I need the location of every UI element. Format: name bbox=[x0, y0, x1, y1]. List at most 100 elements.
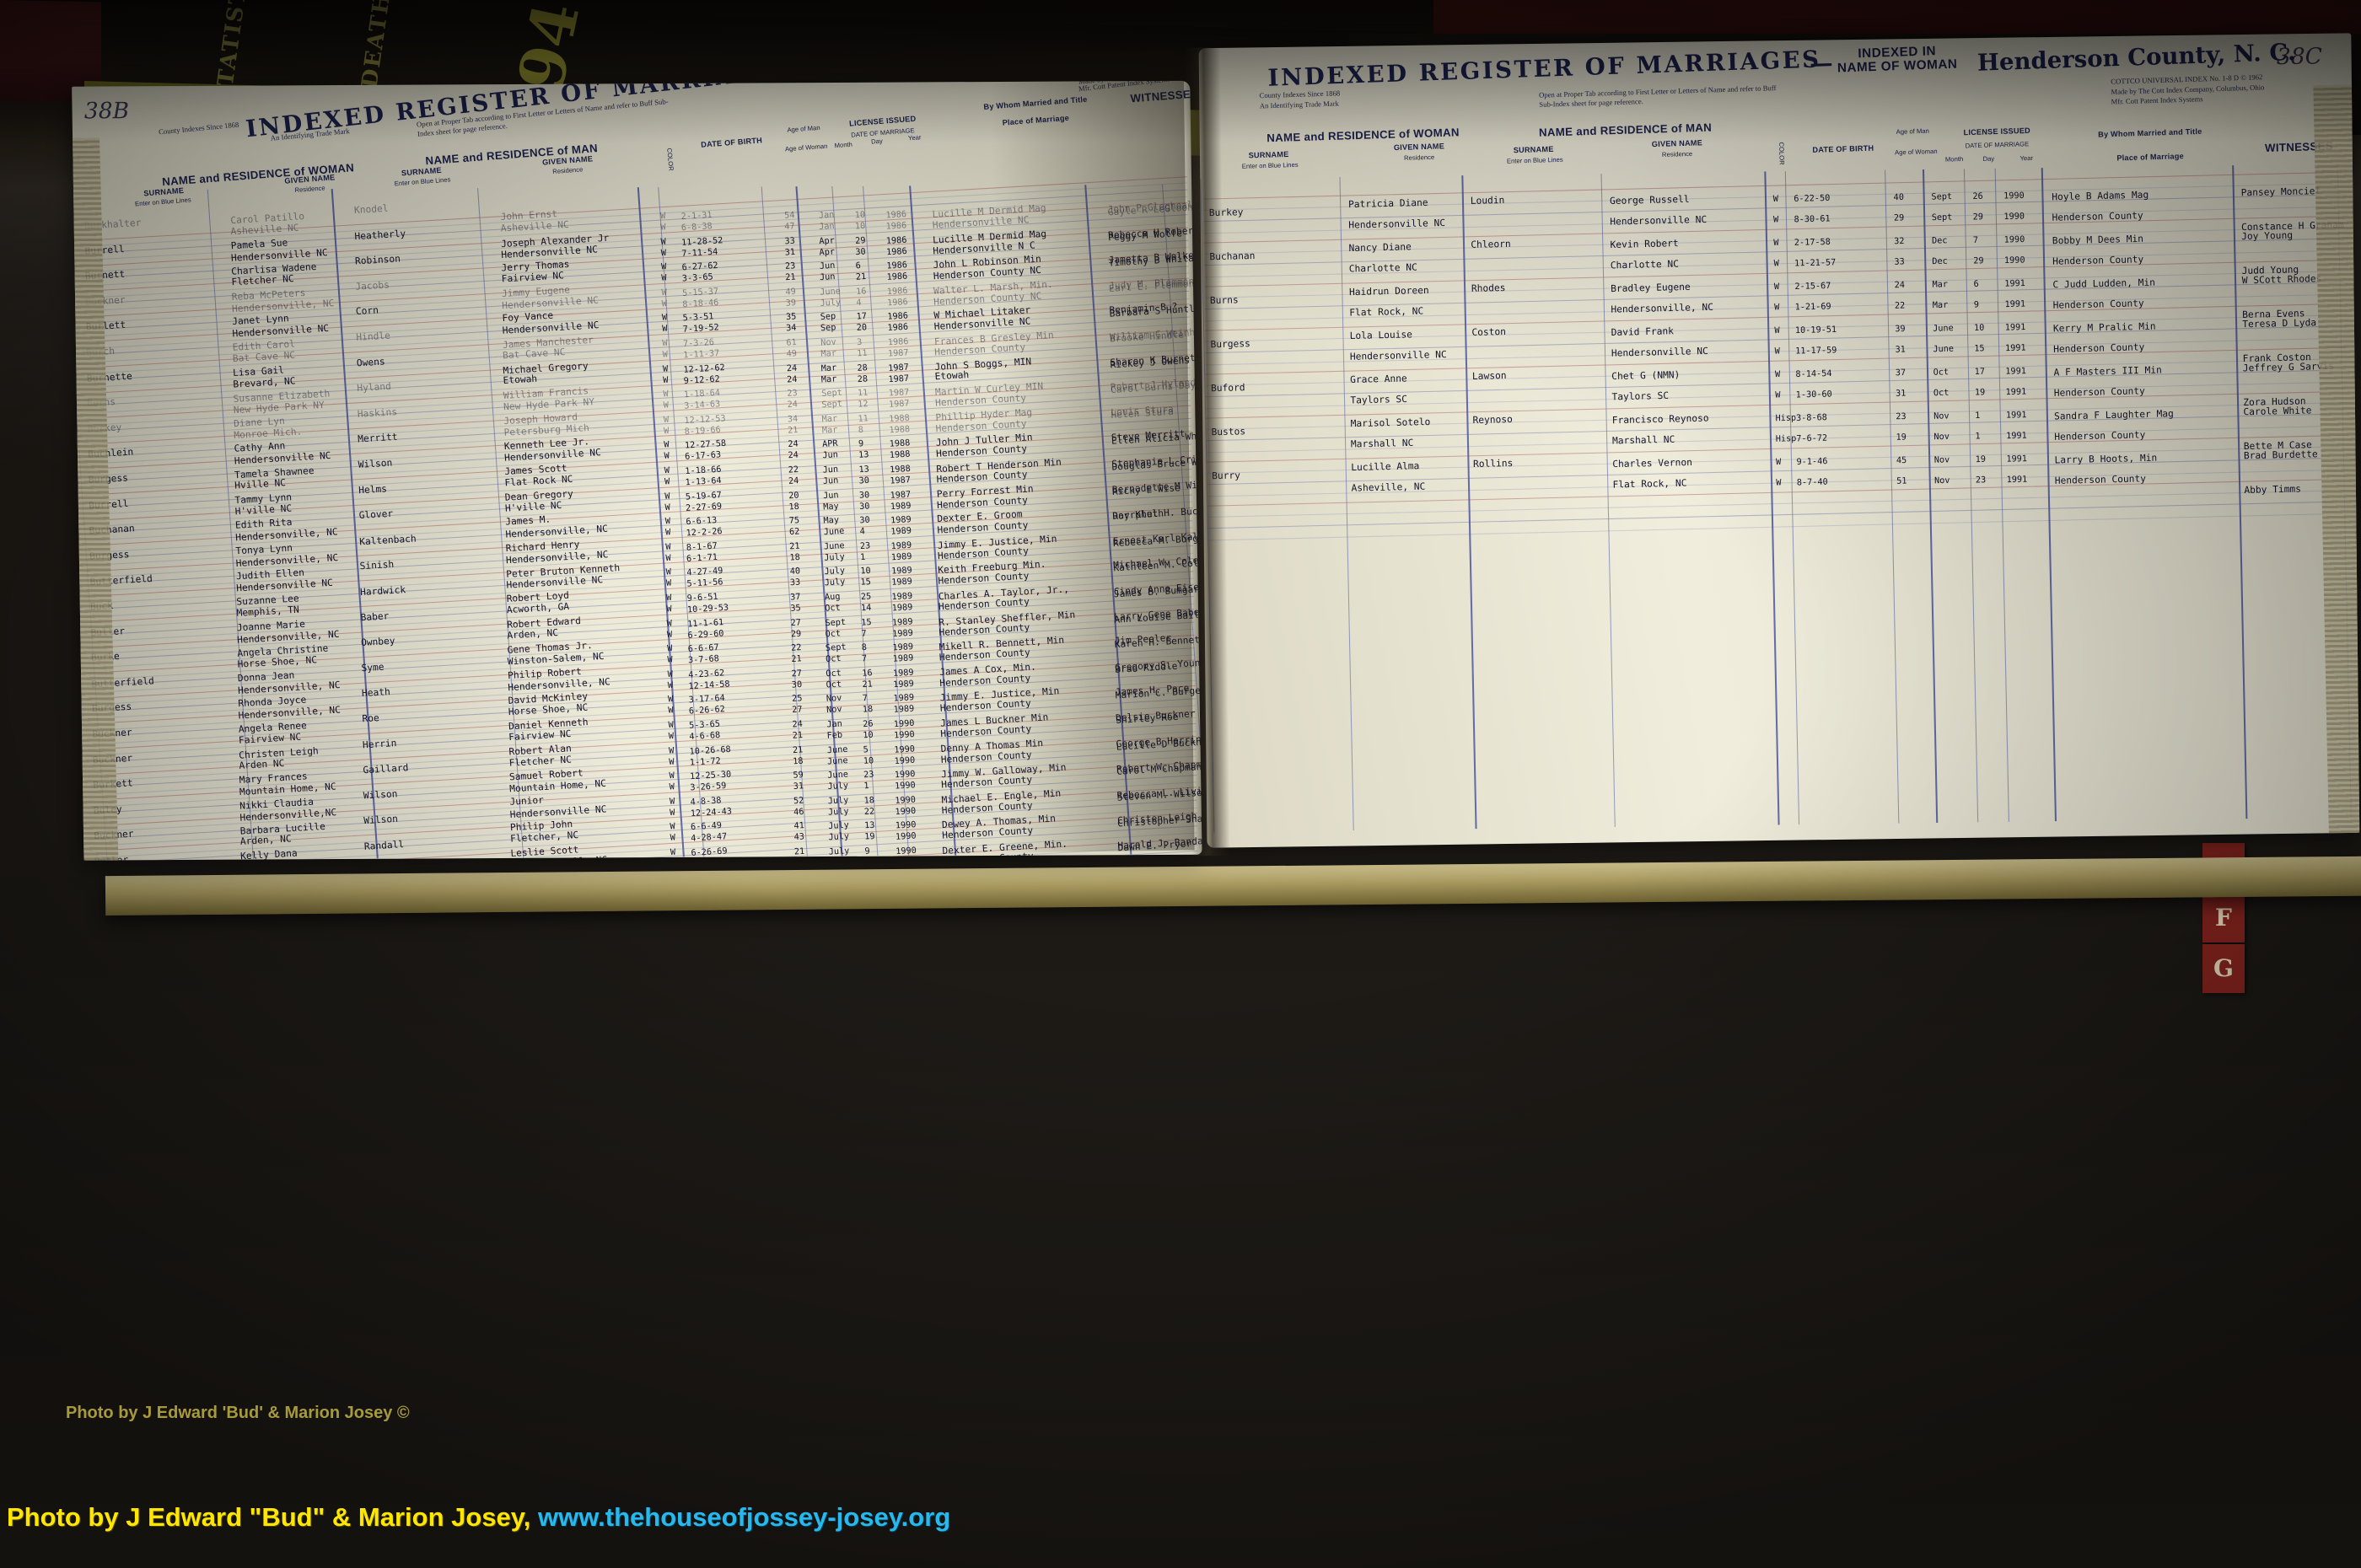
cell-marriage-year: 1987 bbox=[887, 348, 910, 359]
cell-man-surname: Jacobs bbox=[354, 279, 390, 293]
cell-man-surname: Knodel bbox=[353, 202, 389, 217]
cell-dob-man: 1-18-66 bbox=[685, 464, 722, 477]
cell-license-day: 5 bbox=[863, 744, 869, 755]
left-col-color: COLOR bbox=[665, 147, 675, 171]
index-tab-g[interactable]: G bbox=[2202, 944, 2245, 993]
cell-license-year: 1991 bbox=[2006, 454, 2028, 464]
cell-officiant: John S Boggs, MIN bbox=[934, 355, 1032, 373]
cell-place-of-marriage: Henderson County bbox=[2053, 385, 2145, 399]
cell-license-day: 10 bbox=[1973, 323, 1985, 334]
cell-place-of-marriage: Henderson County bbox=[2052, 254, 2144, 267]
cell-license-year: 1989 bbox=[891, 591, 913, 603]
cell-license-year: 1988 bbox=[888, 413, 911, 425]
cell-woman-residence: Charlotte NC bbox=[1348, 261, 1417, 275]
cell-color-man: W bbox=[660, 262, 667, 272]
cell-marriage-year: 1988 bbox=[889, 449, 911, 461]
cell-dob-man: 2-1-31 bbox=[680, 210, 713, 223]
cell-age-woman: 21 bbox=[787, 425, 799, 436]
cell-license-month: July bbox=[828, 846, 850, 857]
right-col-year: Year bbox=[2019, 153, 2034, 163]
cell-man-residence: Bat Cave NC bbox=[502, 346, 566, 362]
cell-dob-man: 6-6-67 bbox=[687, 642, 719, 655]
cell-age-woman: 51 bbox=[1896, 476, 1907, 486]
cell-license-day: 9 bbox=[858, 439, 864, 449]
cell-license-year: 1986 bbox=[887, 336, 909, 348]
cell-license-day: 16 bbox=[861, 668, 873, 679]
cell-age-woman: 33 bbox=[1894, 257, 1905, 267]
index-tab-f[interactable]: F bbox=[2202, 894, 2245, 942]
cell-dob-woman: 3-26-59 bbox=[690, 781, 727, 793]
cell-license-day: 7 bbox=[862, 694, 869, 704]
cell-dob-woman: 7-11-54 bbox=[681, 247, 718, 259]
cell-color-woman: W bbox=[1772, 215, 1779, 225]
cell-license-day: 28 bbox=[857, 362, 869, 373]
cell-license-year: 1988 bbox=[889, 438, 911, 450]
cell-dob-man: 10-26-68 bbox=[689, 744, 732, 757]
cell-marriage-day: 12 bbox=[857, 400, 869, 410]
cell-marriage-year: 1988 bbox=[889, 424, 911, 436]
cell-man-surname: Haskins bbox=[357, 405, 398, 420]
cell-marriage-month: Mar bbox=[1932, 300, 1949, 311]
cell-license-month: Sept bbox=[825, 617, 847, 628]
cell-dob-woman: 12-14-58 bbox=[688, 679, 730, 692]
cell-license-day: 19 bbox=[1975, 454, 1987, 465]
cell-marriage-month: Dec bbox=[1932, 256, 1948, 267]
cell-color-woman: W bbox=[668, 731, 675, 742]
cell-officiant: Hoyle B Adams Mag bbox=[2052, 189, 2149, 203]
cell-dob-man: 4-27-49 bbox=[686, 567, 723, 578]
cell-dob-man: 6-27-62 bbox=[681, 260, 719, 273]
cell-marriage-month: Feb bbox=[826, 730, 843, 741]
cell-marriage-year: 1989 bbox=[890, 526, 912, 538]
watermark-url[interactable]: www.thehouseofjossey-josey.org bbox=[537, 1502, 951, 1532]
cell-age-woman: 24 bbox=[788, 476, 799, 486]
cell-color-man: W bbox=[664, 465, 670, 476]
cell-marriage-year: 1987 bbox=[888, 399, 910, 411]
cell-man-surname: Robinson bbox=[354, 253, 401, 267]
cell-dob-man: 9-6-51 bbox=[686, 592, 719, 604]
cell-age-man: 59 bbox=[793, 771, 804, 781]
cell-marriage-day: 4 bbox=[859, 527, 866, 537]
cell-marriage-month: Jun bbox=[819, 272, 836, 283]
cell-man-residence: Horse Shoe, NC bbox=[508, 701, 589, 718]
cell-marriage-day: 10 bbox=[863, 730, 874, 741]
cell-man-residence: Arden, NC bbox=[506, 626, 559, 642]
cell-witness-2: Dawn E. Pryor bbox=[1117, 838, 1192, 854]
cell-license-day: 30 bbox=[858, 490, 870, 501]
cell-dob-woman: 5-11-56 bbox=[686, 577, 723, 590]
cell-woman-given: Marisol Sotelo bbox=[1350, 416, 1431, 430]
cell-license-day: 11 bbox=[858, 413, 869, 424]
cell-marriage-year: 1989 bbox=[892, 679, 915, 690]
cell-man-residence: Flat Rock, NC bbox=[1612, 477, 1687, 491]
cell-dob-woman: 6-8-38 bbox=[680, 222, 713, 234]
cell-marriage-year: 1990 bbox=[895, 831, 917, 843]
cell-man-surname: Hindle bbox=[355, 330, 391, 343]
right-col-man-surname: SURNAME bbox=[1513, 144, 1554, 155]
cell-dob-man: 11-28-52 bbox=[680, 235, 723, 248]
cell-marriage-day: 4 bbox=[856, 298, 862, 309]
cell-marriage-day: 7 bbox=[861, 628, 868, 639]
cell-age-man: 21 bbox=[792, 744, 804, 755]
cell-place-of-marriage: Henderson County bbox=[2052, 298, 2144, 311]
cell-dob-man: 6-22-50 bbox=[1794, 193, 1831, 204]
cell-color-man: Hisp bbox=[1775, 413, 1797, 424]
cell-age-man: 24 bbox=[788, 439, 799, 450]
cell-man-given: George Russell bbox=[1609, 193, 1690, 207]
book-bottom-edge bbox=[105, 856, 2361, 916]
cell-license-year: 1986 bbox=[885, 209, 907, 221]
right-col-man-given: GIVEN NAME bbox=[1651, 138, 1703, 149]
cell-age-woman: 29 bbox=[1893, 213, 1905, 223]
cell-dob-woman: 10-29-53 bbox=[686, 603, 729, 615]
cell-age-woman: 21 bbox=[792, 730, 804, 741]
right-col-man-given-sub: Residence bbox=[1661, 149, 1693, 159]
cell-age-man: 22 bbox=[790, 643, 802, 653]
cell-license-month: Mar bbox=[821, 413, 838, 425]
cell-witness-1: Teresa D Lyda bbox=[2242, 316, 2317, 330]
cell-man-surname: Reynoso bbox=[1472, 413, 1513, 427]
cell-marriage-day: 29 bbox=[1973, 256, 1984, 266]
cell-age-woman: 47 bbox=[783, 222, 795, 233]
cell-dob-man: 7-3-26 bbox=[682, 337, 715, 350]
cell-man-given: James M. bbox=[504, 513, 551, 528]
right-col-color: COLOR bbox=[1777, 142, 1786, 165]
cell-age-woman: 49 bbox=[786, 349, 798, 360]
cell-marriage-month: July bbox=[829, 857, 850, 860]
